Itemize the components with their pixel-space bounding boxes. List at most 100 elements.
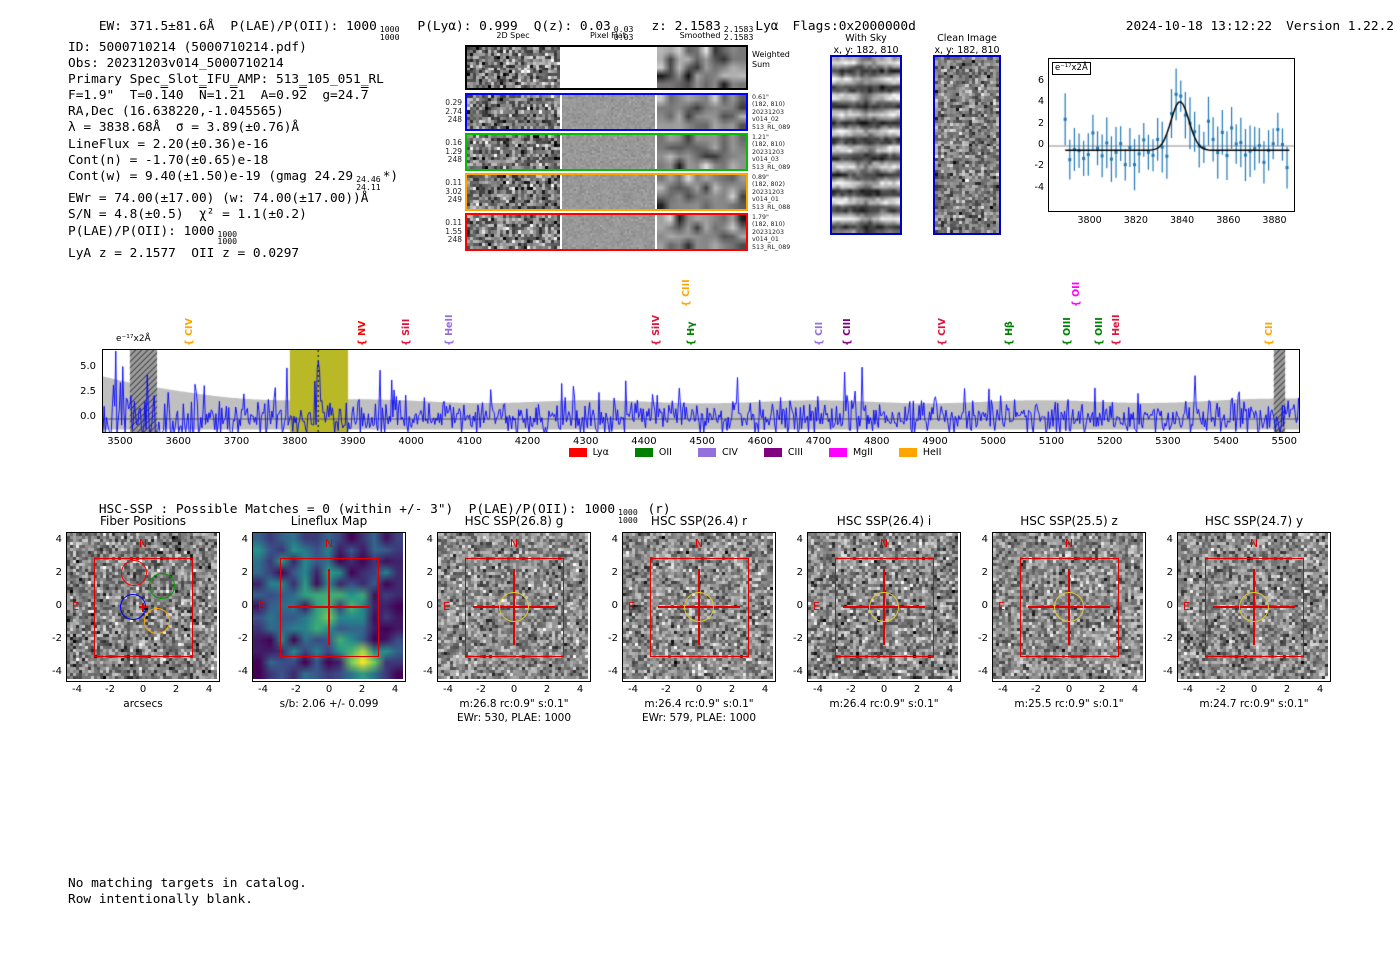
fiber2-smoothed-image [657, 135, 746, 169]
emission-marker-CIII: { CIII [842, 318, 853, 346]
brace-icon: { [651, 335, 663, 346]
panel-y-tick: 2 [611, 567, 618, 578]
panel-y-tick: 0 [611, 600, 618, 611]
panel-title: Fiber Positions [99, 514, 187, 528]
emission-line-label: SiII [401, 318, 413, 336]
panel-y-tick: 4 [1166, 534, 1173, 545]
signal-to-noise: S/N = 4.8(±0.5) χ² = 1.1(±0.2) [68, 207, 307, 223]
panel-y-tick: 0 [55, 600, 62, 611]
emission-line-label: OIII [1062, 317, 1074, 336]
panel-y-tick: -2 [793, 633, 803, 644]
spectrum-x-tick: 4300 [573, 436, 599, 447]
fiber1-id: 0.61" (182, 810) 20231203 v014_02 513_RL… [752, 94, 791, 131]
emission-marker-HeII: { HeII [1111, 314, 1122, 346]
panel-x-tick: -4 [443, 684, 453, 695]
spectrum-x-tick: 5300 [1155, 436, 1181, 447]
panel-y-tick: 4 [981, 534, 988, 545]
panel-x-tick: -4 [628, 684, 638, 695]
spectrum-x-tick: 3700 [223, 436, 250, 447]
hsc-match-line: HSC-SSP : Possible Matches = 0 (within +… [98, 502, 671, 525]
spectrum-x-tick: 4200 [514, 436, 541, 447]
panel-x-tick: -4 [258, 684, 268, 695]
fiber2-weights: 0.16 1.29 248 [445, 138, 462, 165]
spectrum-x-tick: 5200 [1096, 436, 1123, 447]
panel-x-tick: -4 [813, 684, 823, 695]
legend-lya: Lyα [568, 447, 609, 458]
gauss-x-tick: 3860 [1216, 215, 1241, 226]
panel-y-tick: -4 [793, 666, 803, 677]
panel-y-tick: 2 [981, 567, 988, 578]
legend-ciii: CIII [763, 447, 803, 458]
spectrum-x-tick: 4000 [398, 436, 424, 447]
legend-mgii-swatch [828, 448, 847, 457]
panel-y-tick: -2 [1163, 633, 1173, 644]
panel-x-tick: 2 [1098, 684, 1106, 695]
panel-y-tick: 0 [241, 600, 248, 611]
clean-image-title: Clean Image x, y: 182, 810 [934, 33, 1000, 56]
brace-icon: { [681, 296, 693, 307]
panel-y-tick: 4 [55, 534, 62, 545]
weighted-2d-spec-image [467, 47, 560, 88]
spectrum-x-tick: 3600 [165, 436, 191, 447]
panel-xlabel: m:24.7 rc:0.9" s:0.1" [1199, 698, 1309, 710]
panel-y-tick: 4 [241, 534, 248, 545]
with-sky-image-frame [830, 55, 902, 235]
gauss-y-tick: -2 [1034, 160, 1044, 172]
hsc-g-image [438, 533, 588, 679]
emission-line-label: CIII [842, 318, 854, 336]
panel-y-tick: 0 [426, 600, 433, 611]
header-plya: P(Lyα): 0.999 [417, 19, 518, 34]
legend-oii: OII [634, 447, 672, 458]
panel-y-tick: 2 [55, 567, 62, 578]
brace-icon: { [814, 335, 826, 346]
brace-icon: { [401, 335, 413, 346]
detection-id: ID: 5000710214 (5000710214.pdf) [68, 40, 307, 55]
brace-icon: { [686, 335, 698, 346]
header-z-limits: 2.1583 2.1583 [723, 24, 754, 42]
spectrum-x-tick: 4100 [456, 436, 483, 447]
panel-x-tick: 4 [946, 684, 954, 695]
with-sky-image [832, 57, 900, 233]
emission-line-label: CII [814, 321, 826, 336]
report-version: Version 1.22.2 [1286, 19, 1394, 34]
fiber1-pixel-flat-image [562, 95, 655, 129]
emission-line-label: CII [1264, 321, 1276, 336]
full-spectrum-plot [102, 349, 1300, 433]
fiber3-id: 0.89" (182, 802) 20231203 v014_01 513_RL… [752, 174, 791, 211]
fiber-positions-image [67, 533, 217, 679]
fiber1-smoothed-image [657, 95, 746, 129]
fiber1-weights: 0.29 2.74 248 [445, 98, 462, 125]
fiber4-2d-spec-image [467, 215, 560, 249]
fiber2-id: 1.21" (182, 810) 20231203 v014_03 513_RL… [752, 134, 791, 171]
header-z: z: 2.1583 [651, 19, 721, 34]
gauss-x-tick: 3820 [1123, 215, 1148, 226]
emission-marker-HeII: { HeII [444, 314, 455, 346]
gauss-y-tick: 0 [1037, 139, 1044, 150]
legend-oii-swatch [634, 448, 653, 457]
fiber2-pixel-flat-image [562, 135, 655, 169]
emission-line-label: HeII [444, 314, 456, 336]
spectrum-x-tick: 5500 [1271, 436, 1297, 447]
wavelength-sigma: λ = 3838.68Å σ = 3.89(±0.76)Å [68, 120, 300, 136]
spectrum-x-tick: 5100 [1038, 436, 1065, 447]
clean-image [935, 57, 999, 233]
header-datetime: 2024-10-18 13:12:22 Version 1.22.2 [1095, 4, 1394, 49]
spectrum-y-tick: 5.0 [80, 361, 96, 372]
panel-xlabel: m:26.4 rc:0.9" s:0.1" [644, 698, 754, 710]
panel-x-tick: -2 [1031, 684, 1041, 695]
panel-caption2: EWr: 530, PLAE: 1000 [456, 712, 572, 724]
equivalent-width: EWr = 74.00(±17.00) (w: 74.00(±17.00))Å [68, 191, 369, 207]
panel-y-tick: -2 [52, 633, 62, 644]
panel-x-tick: 2 [543, 684, 551, 695]
emission-marker-OIII: { OIII [1094, 317, 1105, 346]
fiber-row-4 [465, 213, 748, 251]
panel-y-tick: -4 [52, 666, 62, 677]
observation-id: Obs: 20231203v014_5000710214 [68, 56, 284, 72]
brace-icon: { [842, 335, 854, 346]
panel-xlabel: m:26.8 rc:0.9" s:0.1" [459, 698, 569, 710]
with-sky-title: With Sky x, y: 182, 810 [833, 33, 899, 56]
panel-x-tick: -2 [291, 684, 301, 695]
emission-line-label: HeII [1111, 314, 1123, 336]
emission-line-label: SiIV [651, 314, 663, 336]
